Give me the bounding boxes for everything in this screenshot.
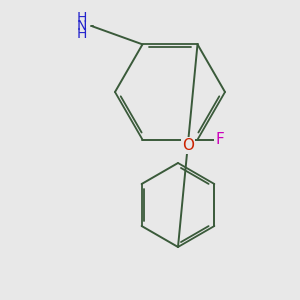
Text: N: N bbox=[76, 20, 87, 33]
Text: H: H bbox=[76, 27, 87, 41]
Text: F: F bbox=[215, 132, 224, 147]
Text: H: H bbox=[76, 11, 87, 26]
Text: O: O bbox=[182, 138, 194, 153]
